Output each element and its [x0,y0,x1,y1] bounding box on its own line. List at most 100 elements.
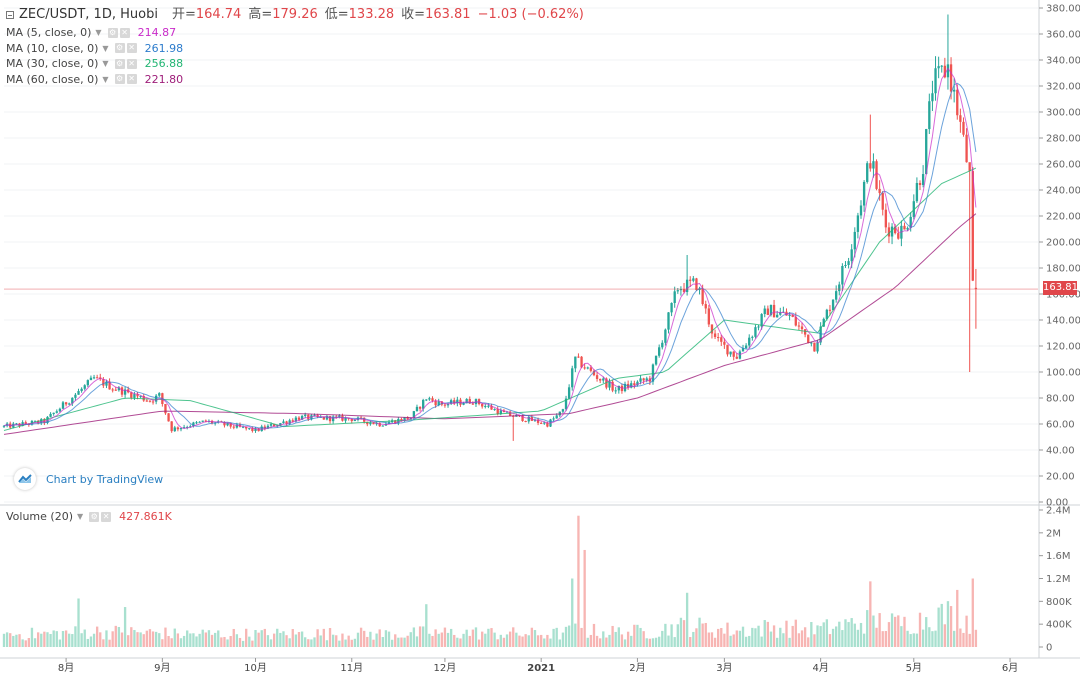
volume-bar [223,637,226,647]
close-icon[interactable]: ✕ [119,27,130,38]
last-price-label: 163.81 [1043,281,1078,295]
volume-bar [695,628,698,647]
volume-bar [512,627,515,647]
candle-body [664,329,667,343]
candle-body [229,422,232,427]
candle-body [921,174,925,185]
price-tick-label: 80.00 [1046,394,1075,405]
volume-bar [192,633,195,647]
close-icon[interactable]: ✕ [126,58,137,69]
candle-body [667,312,670,330]
ma30-row[interactable]: MA (30, close, 0) ▼ ⚙ ✕ 256.88 [6,56,591,72]
dropdown-arrow-icon[interactable]: ▼ [102,59,109,68]
ma60-line [3,213,977,435]
candle-body [735,356,738,359]
close-icon[interactable]: ✕ [101,511,112,522]
volume-bar [350,639,353,647]
volume-bar [608,634,611,647]
settings-icon[interactable]: ⚙ [114,58,125,69]
settings-icon[interactable]: ⚙ [89,511,100,522]
close-value: 163.81 [425,7,471,22]
ma10-row[interactable]: MA (10, close, 0) ▼ ⚙ ✕ 261.98 [6,41,591,57]
volume-bar [735,630,738,647]
volume-bar [5,632,9,647]
volume-bar [179,638,183,647]
volume-bar [887,622,891,647]
candle-body [394,420,397,424]
volume-bar [257,632,260,647]
collapse-icon[interactable] [6,11,14,19]
ma5-row[interactable]: MA (5, close, 0) ▼ ⚙ ✕ 214.87 [6,25,591,41]
volume-bar [782,633,785,647]
volume-bar [282,631,285,647]
low-label: 低= [324,7,349,22]
volume-bar [173,628,176,647]
volume-bar [189,633,192,647]
candle-body [350,418,353,422]
volume-bar [729,635,732,647]
candle-body [170,421,173,432]
close-icon[interactable]: ✕ [126,74,137,85]
volume-tick-label: 2.4M [1046,506,1071,517]
settings-icon[interactable]: ⚙ [107,27,118,38]
candle-body [189,426,192,428]
volume-bar [440,632,443,647]
volume-bar [822,622,825,647]
settings-icon[interactable]: ⚙ [114,43,125,54]
volume-bar [816,625,819,647]
volume-bar [254,630,257,647]
volume-bar [521,636,524,647]
candle-body [884,209,888,228]
volume-legend[interactable]: Volume (20) ▼ ⚙ ✕ 427.861K [6,510,172,523]
dropdown-arrow-icon[interactable]: ▼ [77,512,84,521]
volume-bar [496,639,499,647]
candle-body [484,405,487,407]
close-icon[interactable]: ✕ [126,43,137,54]
candle-body [46,416,49,423]
volume-bar [580,627,583,647]
volume-bar [220,637,223,647]
candle-body [956,89,959,116]
volume-bar [800,630,804,647]
volume-bar [791,625,794,647]
candle-body [400,418,403,422]
settings-icon[interactable]: ⚙ [114,74,125,85]
volume-bar [241,640,245,647]
volume-bar [900,626,903,647]
volume-bar [803,627,807,647]
tradingview-watermark[interactable]: Chart by TradingView [14,468,163,490]
price-axis[interactable]: 380.00 360.00 340.00 320.00 300.00 280.00 260.… [1039,4,1080,509]
candle-body [443,404,447,406]
dropdown-arrow-icon[interactable]: ▼ [102,43,109,53]
volume-bar [953,630,956,647]
volume-bar [468,635,471,647]
time-tick-label: 11月 [340,662,363,674]
dropdown-arrow-icon[interactable]: ▼ [95,28,102,37]
volume-bar [322,628,325,647]
candle-body [875,161,878,189]
volume-bar [602,631,605,647]
volume-bar [757,625,760,647]
volume-bar [154,631,158,647]
volume-bar [422,626,425,647]
candle-body [835,291,838,300]
volume-bar [369,631,372,647]
candle-body [614,390,617,392]
price-tick-label: 120.00 [1046,342,1080,353]
ma60-row[interactable]: MA (60, close, 0) ▼ ⚙ ✕ 221.80 [6,72,591,88]
volume-bar [499,634,502,647]
volume-bar [114,625,117,647]
candle-body [602,378,605,381]
volume-bar [614,631,617,647]
candle-body [589,367,593,371]
candle-body [102,379,105,386]
volume-bar [55,631,58,647]
volume-bar [443,627,447,647]
time-axis[interactable]: 8月 9月 10月 11月 12月 2021 2月 3月 4月 5月 6月 [58,658,1018,674]
volume-bar [92,633,96,647]
dropdown-arrow-icon[interactable]: ▼ [102,74,109,84]
volume-axis[interactable]: 2.4M 2M 1.6M 1.2M 800K 400K 0 [1039,506,1072,654]
candle-body [720,337,723,342]
candle-body [878,188,881,194]
